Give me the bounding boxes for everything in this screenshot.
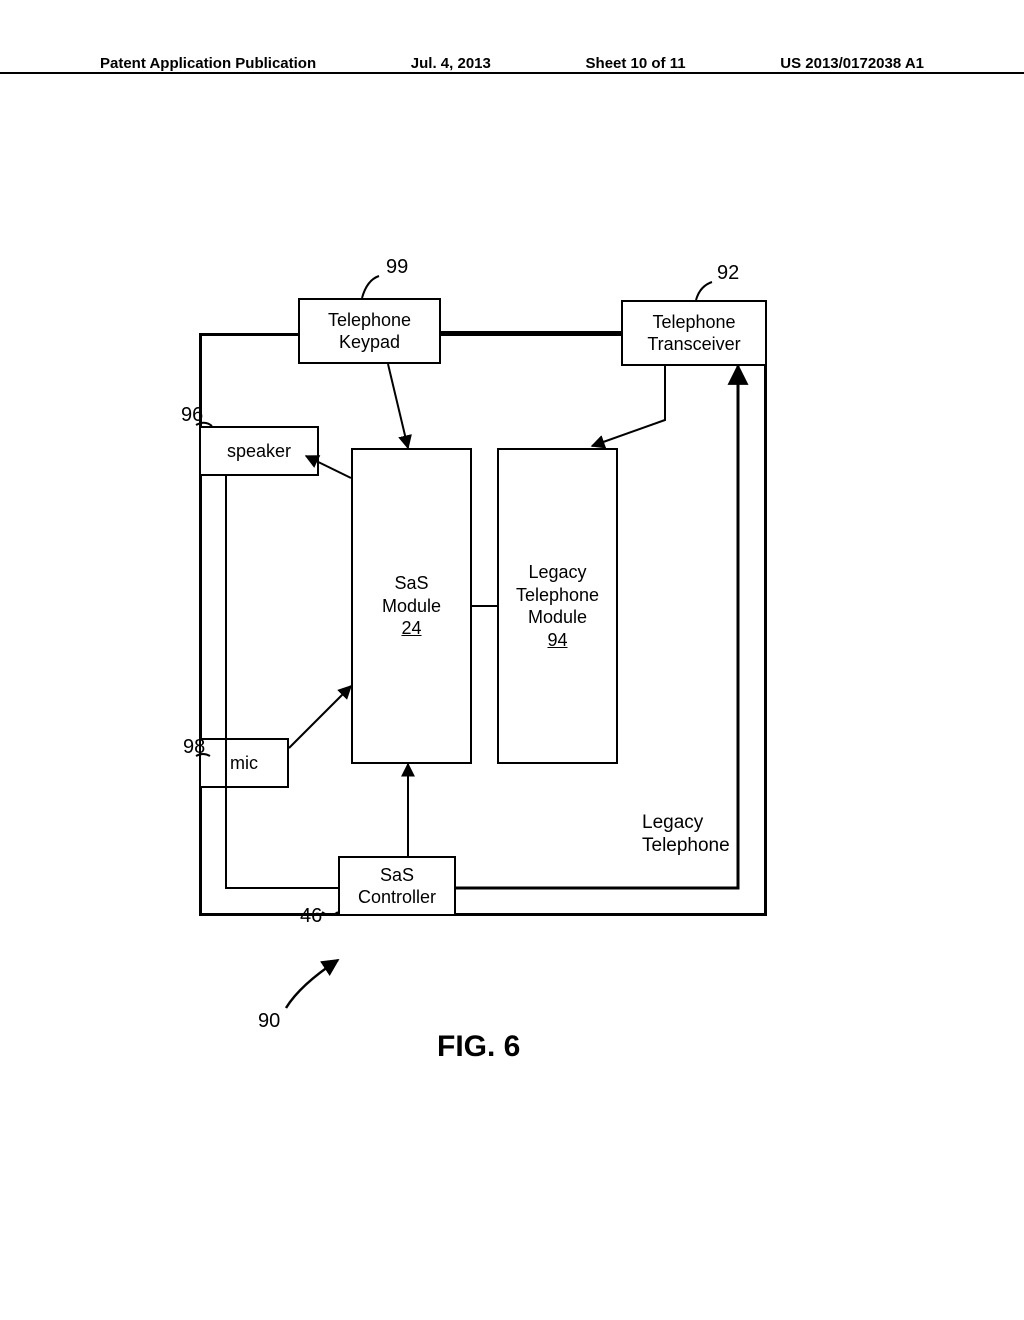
page: Patent Application Publication Jul. 4, 2… <box>0 0 1024 1320</box>
connector-svg <box>0 0 1024 1320</box>
